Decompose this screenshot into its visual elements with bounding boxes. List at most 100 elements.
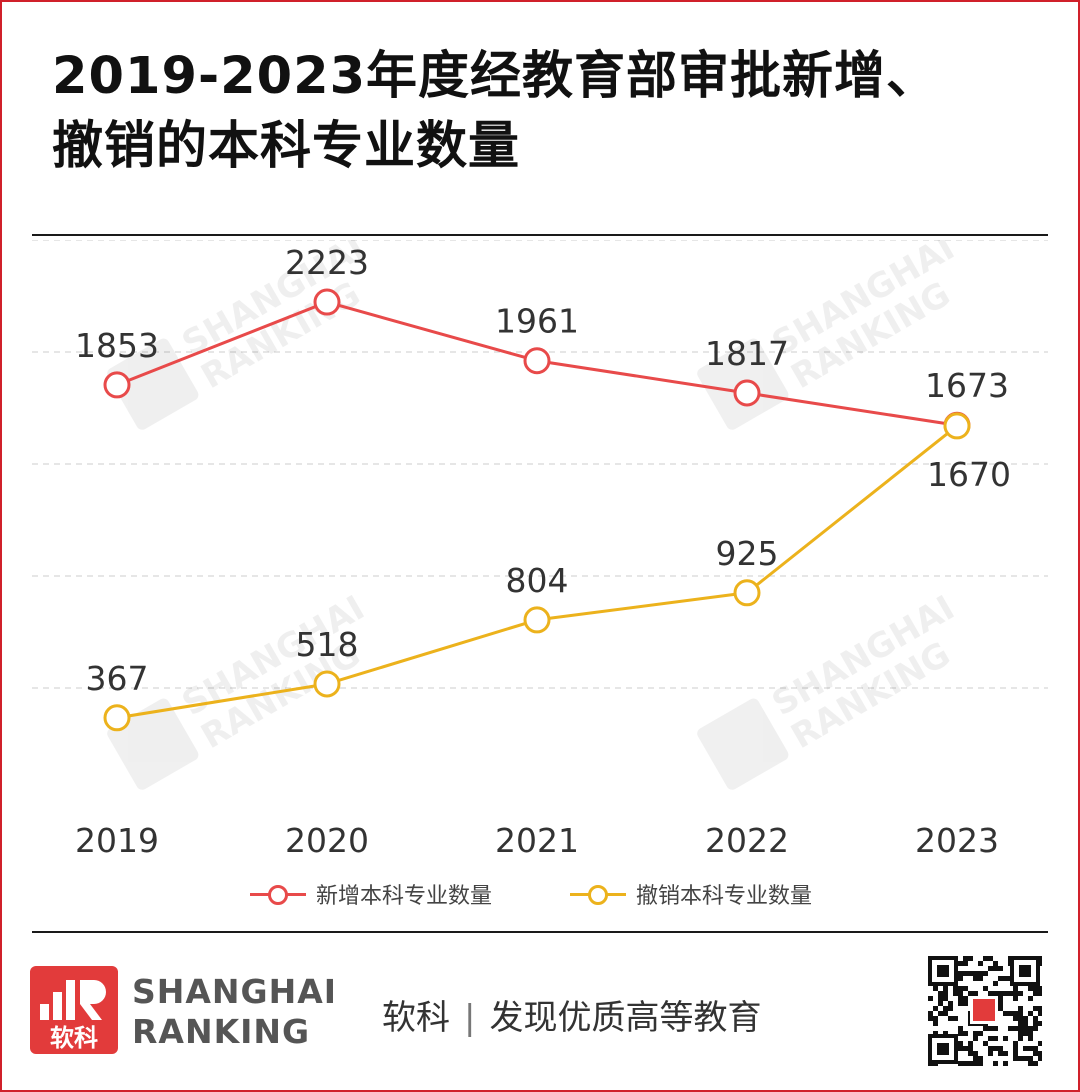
qr-module bbox=[958, 961, 963, 966]
brand-line-2: RANKING bbox=[132, 1012, 311, 1051]
brand-name: SHANGHAI RANKING bbox=[132, 972, 337, 1052]
qr-module bbox=[1003, 1011, 1008, 1016]
data-point bbox=[523, 606, 551, 634]
qr-module bbox=[1028, 1026, 1033, 1031]
brand-line-1: SHANGHAI bbox=[132, 972, 338, 1011]
slogan-text: 发现优质高等教育 bbox=[489, 998, 762, 1038]
data-point bbox=[943, 412, 971, 440]
data-point bbox=[313, 670, 341, 698]
data-label: 518 bbox=[296, 625, 359, 664]
legend-marker-new bbox=[268, 884, 288, 905]
qr-module bbox=[998, 1046, 1003, 1051]
qr-module bbox=[978, 1031, 983, 1036]
qr-module bbox=[968, 991, 973, 996]
data-label: 804 bbox=[506, 561, 569, 600]
slogan-separator: | bbox=[464, 998, 476, 1038]
qr-module bbox=[933, 1006, 938, 1011]
qr-finder bbox=[1019, 965, 1031, 977]
qr-module bbox=[968, 1051, 973, 1056]
qr-module bbox=[958, 991, 963, 996]
qr-module bbox=[958, 1061, 963, 1066]
qr-module bbox=[1023, 1016, 1028, 1021]
series-group: 1853 2223 1961 1817 1673 367 518 804 925 1670 bbox=[75, 243, 1011, 732]
qr-module bbox=[963, 996, 968, 1001]
qr-module bbox=[963, 971, 968, 976]
qr-module bbox=[973, 1056, 978, 1061]
qr-module bbox=[973, 971, 978, 976]
data-label: 2223 bbox=[285, 243, 369, 282]
qr-module bbox=[963, 961, 968, 966]
qr-module bbox=[1033, 991, 1038, 996]
qr-module bbox=[978, 1061, 983, 1066]
data-point bbox=[313, 288, 341, 316]
data-label: 925 bbox=[716, 534, 779, 573]
qr-module bbox=[998, 991, 1003, 996]
qr-module bbox=[978, 971, 983, 976]
qr-module bbox=[958, 996, 963, 1001]
qr-module bbox=[953, 1016, 958, 1021]
legend-label-new: 新增本科专业数量 bbox=[316, 884, 493, 909]
qr-module bbox=[958, 976, 963, 981]
qr-module bbox=[963, 1031, 968, 1036]
qr-module bbox=[1038, 1041, 1042, 1046]
legend-item-new: 新增本科专业数量 bbox=[250, 876, 492, 912]
qr-module bbox=[973, 1061, 978, 1066]
qr-module bbox=[1013, 1026, 1018, 1031]
qr-module bbox=[993, 1026, 998, 1031]
qr-module bbox=[1003, 1036, 1008, 1041]
qr-module bbox=[1023, 1046, 1028, 1051]
title-line-2: 撤销的本科专业数量 bbox=[52, 117, 521, 176]
qr-module bbox=[983, 1026, 988, 1031]
qr-module bbox=[1028, 1031, 1033, 1036]
qr-module bbox=[958, 1046, 963, 1051]
qr-module bbox=[1013, 1016, 1018, 1021]
data-label: 1853 bbox=[75, 326, 159, 365]
qr-module bbox=[1018, 1056, 1023, 1061]
x-tick-label: 2019 bbox=[75, 821, 159, 860]
qr-module bbox=[928, 1011, 933, 1016]
qr-module bbox=[958, 1001, 963, 1006]
qr-module bbox=[1038, 986, 1042, 991]
qr-module bbox=[1033, 1016, 1038, 1021]
qr-module bbox=[963, 956, 968, 961]
qr-module bbox=[973, 976, 978, 981]
qr-module bbox=[993, 981, 998, 986]
qr-module bbox=[998, 1001, 1003, 1006]
qr-module bbox=[993, 1036, 998, 1041]
qr-module bbox=[1033, 986, 1038, 991]
qr-module bbox=[983, 986, 988, 991]
qr-module bbox=[1003, 1051, 1008, 1056]
qr-module bbox=[988, 1051, 993, 1056]
qr-finder bbox=[937, 965, 949, 977]
qr-module bbox=[948, 1006, 953, 1011]
qr-finder bbox=[937, 1043, 949, 1055]
top-divider bbox=[32, 234, 1048, 236]
qr-module bbox=[1028, 1056, 1033, 1061]
qr-module bbox=[1018, 1006, 1023, 1011]
qr-module bbox=[998, 966, 1003, 971]
qr-module bbox=[1018, 991, 1023, 996]
qr-module bbox=[1038, 991, 1042, 996]
qr-module bbox=[1023, 1056, 1028, 1061]
qr-module bbox=[988, 956, 993, 961]
qr-module bbox=[973, 1036, 978, 1041]
qr-module bbox=[1008, 991, 1013, 996]
qr-module bbox=[993, 961, 998, 966]
qr-module bbox=[1013, 1046, 1018, 1051]
qr-module bbox=[983, 971, 988, 976]
qr-module bbox=[933, 1031, 938, 1036]
qr-module bbox=[1028, 1061, 1033, 1066]
qr-module bbox=[978, 961, 983, 966]
qr-module bbox=[1018, 1016, 1023, 1021]
qr-module bbox=[938, 991, 943, 996]
qr-module bbox=[938, 996, 943, 1001]
qr-module bbox=[963, 1001, 968, 1006]
legend-line-revoked bbox=[570, 884, 626, 905]
qr-module bbox=[943, 996, 948, 1001]
qr-module bbox=[973, 991, 978, 996]
qr-module bbox=[958, 1026, 963, 1031]
slogan-name: 软科 bbox=[382, 998, 450, 1038]
data-point bbox=[103, 371, 131, 399]
data-label: 1670 bbox=[927, 455, 1011, 494]
